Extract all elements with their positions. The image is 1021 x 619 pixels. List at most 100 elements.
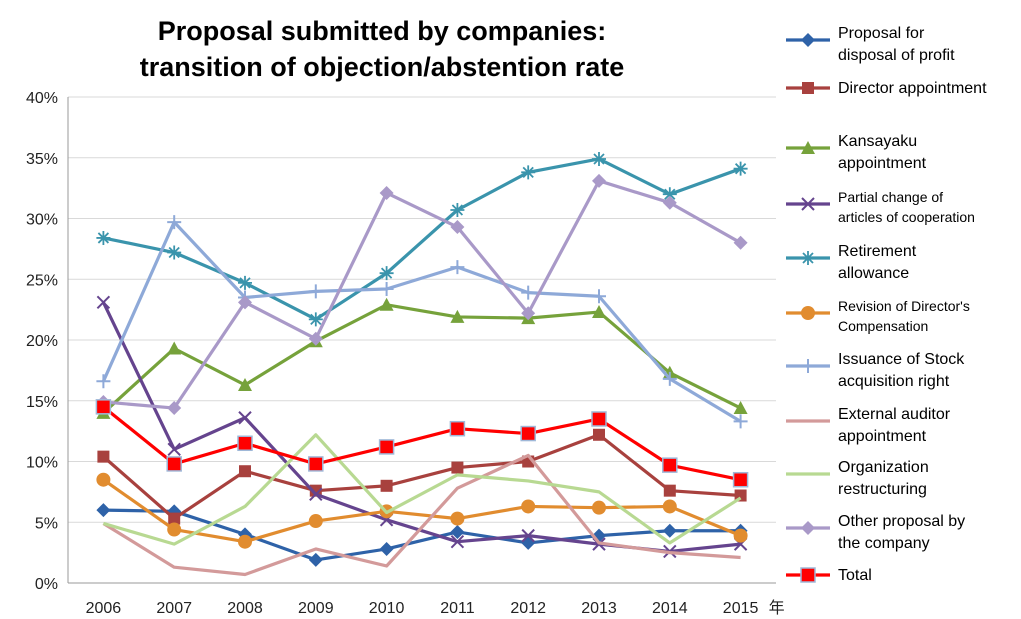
series-line: [102, 453, 741, 577]
series-layer: [95, 151, 749, 577]
data-point: [662, 499, 677, 514]
data-point: [379, 185, 394, 200]
legend-label: appointment: [838, 428, 927, 445]
data-point: [308, 284, 323, 299]
legend-item: Revision of Director's Compensation: [786, 298, 970, 334]
data-point: [96, 295, 111, 310]
data-point: [733, 528, 748, 543]
x-axis-unit: 年: [769, 599, 785, 617]
data-point: [380, 479, 393, 492]
data-point: [96, 503, 111, 518]
data-point: [379, 266, 394, 281]
data-point: [733, 161, 748, 176]
data-point: [521, 165, 536, 180]
legend-marker: [801, 33, 815, 47]
series-line: [103, 179, 742, 410]
data-point: [379, 541, 394, 556]
x-tick-label: 2008: [227, 600, 263, 617]
x-axis-ticks: 2006 2007 2008 2009 2010 2011 2012 2013 2014 2015…: [86, 599, 785, 617]
data-point: [379, 281, 394, 296]
data-point: [238, 377, 252, 391]
data-point: [733, 235, 748, 250]
data-point: [309, 487, 323, 502]
data-point: [379, 297, 394, 311]
legend-label: Partial change of: [838, 189, 943, 205]
x-tick-label: 2009: [298, 600, 334, 617]
data-point: [308, 552, 323, 567]
series-line: [103, 157, 742, 321]
series-line: [102, 405, 741, 482]
chart-subtitle: transition of objection/abstention rate: [140, 52, 625, 82]
data-point: [450, 511, 465, 526]
data-point: [521, 535, 536, 550]
legend-label: Issuance of Stock: [838, 351, 965, 368]
data-point: [237, 435, 253, 452]
series-line: [102, 478, 742, 544]
legend-label: allowance: [838, 265, 909, 282]
legend-label: External auditor: [838, 406, 951, 423]
series-line: [101, 220, 742, 423]
data-point: [449, 420, 466, 437]
data-point: [309, 484, 322, 497]
data-point: [662, 523, 677, 538]
legend-marker: [801, 251, 815, 265]
y-axis-ticks: 0% 5% 10% 15% 20% 25% 30% 35% 40%: [26, 90, 58, 593]
data-point: [663, 484, 676, 497]
data-point: [97, 450, 110, 463]
data-point: [238, 275, 252, 290]
y-tick-label: 30%: [26, 212, 58, 229]
x-tick-label: 2011: [440, 600, 475, 617]
data-point: [521, 528, 535, 543]
legend-label: Director appointment: [838, 80, 987, 97]
legend-marker: [801, 197, 815, 211]
data-point: [308, 312, 323, 327]
legend-marker: [800, 567, 816, 583]
legend-marker: [801, 521, 815, 535]
data-point: [96, 374, 111, 389]
legend-marker: [802, 82, 814, 94]
legend-marker: [801, 141, 815, 154]
data-point: [96, 472, 111, 487]
legend-label: Compensation: [838, 318, 928, 334]
y-tick-label: 0%: [35, 576, 58, 593]
x-tick-label: 2007: [156, 600, 192, 617]
series-line: [102, 303, 742, 415]
legend-item: Partial change of articles of cooperation: [786, 189, 975, 225]
legend-label: articles of cooperation: [838, 209, 975, 225]
data-point: [592, 500, 606, 515]
data-point: [732, 471, 749, 488]
series-6: [96, 215, 748, 429]
legend-label: appointment: [838, 155, 927, 172]
data-point: [239, 465, 251, 478]
data-point: [450, 260, 465, 275]
x-tick-label: 2012: [510, 600, 546, 617]
data-point: [593, 428, 605, 441]
legend-label: Total: [838, 567, 872, 584]
y-tick-label: 10%: [26, 455, 58, 472]
legend-marker: [801, 359, 815, 373]
legend-item: Retirement allowance: [786, 243, 917, 282]
y-tick-label: 20%: [26, 333, 58, 350]
legend-label: Organization: [838, 459, 929, 476]
legend-item: Organization restructuring: [786, 459, 929, 498]
x-tick-label: 2015: [723, 600, 759, 617]
data-point: [167, 401, 182, 416]
series-10: [95, 399, 749, 488]
data-point: [96, 230, 111, 245]
data-point: [167, 522, 182, 537]
legend-label: Revision of Director's: [838, 298, 970, 314]
legend-label: Kansayaku: [838, 133, 917, 150]
data-point: [450, 220, 465, 235]
data-point: [592, 305, 606, 319]
legend-label: the company: [838, 535, 930, 552]
x-tick-label: 2014: [652, 600, 688, 617]
x-tick-label: 2013: [581, 600, 617, 617]
x-tick-label: 2010: [369, 600, 405, 617]
legend-item: Director appointment: [786, 80, 987, 97]
series-line: [102, 433, 742, 546]
y-tick-label: 25%: [26, 272, 58, 289]
series-1: [97, 428, 747, 525]
data-point: [592, 151, 606, 166]
legend-label: Retirement: [838, 243, 917, 260]
